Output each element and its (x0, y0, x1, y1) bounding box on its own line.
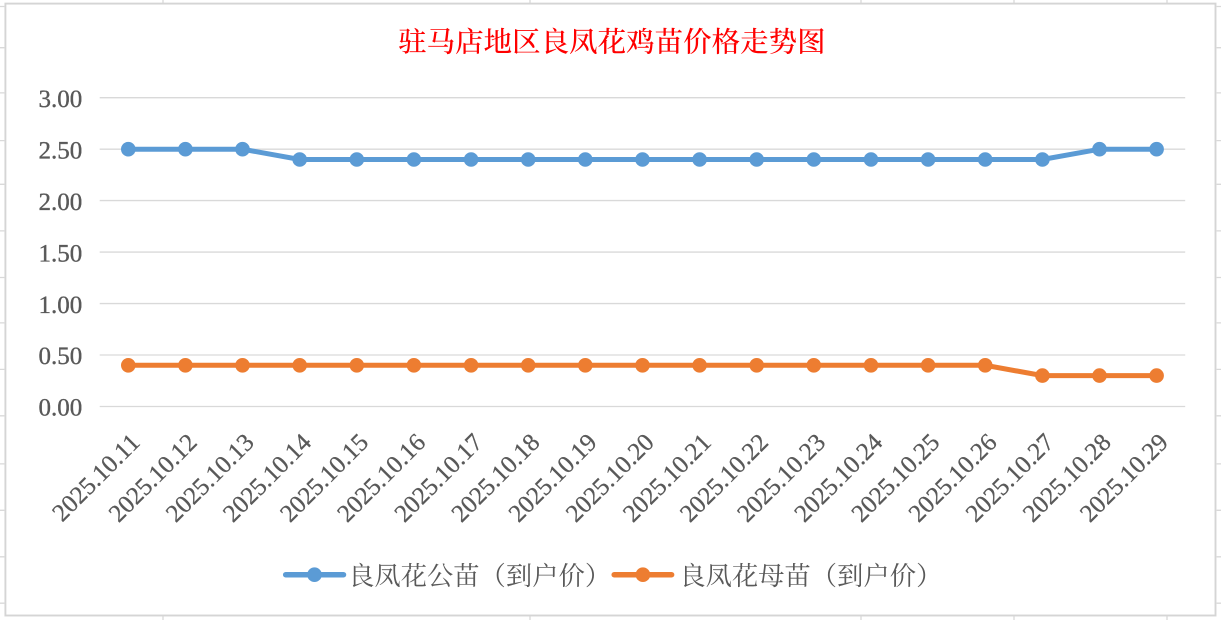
svg-text:3.00: 3.00 (38, 86, 82, 113)
svg-text:2.00: 2.00 (38, 189, 82, 216)
svg-text:1.50: 1.50 (38, 240, 82, 267)
svg-text:1.00: 1.00 (38, 292, 82, 319)
svg-text:0.50: 0.50 (38, 343, 82, 370)
svg-text:2.50: 2.50 (38, 137, 82, 164)
svg-text:0.00: 0.00 (38, 395, 82, 422)
